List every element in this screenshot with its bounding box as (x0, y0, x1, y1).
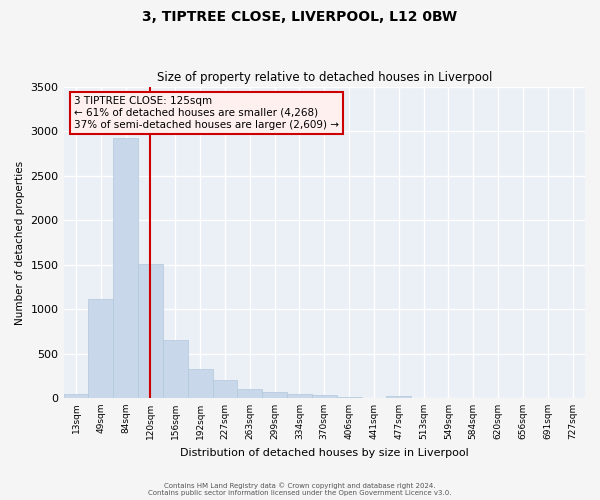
Bar (386, 396, 411, 398)
Bar (64, 394, 88, 398)
Y-axis label: Number of detached properties: Number of detached properties (15, 160, 25, 324)
Bar (287, 394, 312, 398)
Bar (88, 300, 113, 398)
Text: 3 TIPTREE CLOSE: 125sqm
← 61% of detached houses are smaller (4,268)
37% of semi: 3 TIPTREE CLOSE: 125sqm ← 61% of detache… (74, 96, 339, 130)
Bar (138, 264, 163, 398)
Title: Size of property relative to detached houses in Liverpool: Size of property relative to detached ho… (157, 72, 492, 85)
Bar (312, 396, 337, 398)
Text: 3, TIPTREE CLOSE, LIVERPOOL, L12 0BW: 3, TIPTREE CLOSE, LIVERPOOL, L12 0BW (142, 10, 458, 24)
Bar (262, 392, 287, 398)
Text: Contains HM Land Registry data © Crown copyright and database right 2024.: Contains HM Land Registry data © Crown c… (164, 482, 436, 489)
Bar (212, 380, 238, 398)
X-axis label: Distribution of detached houses by size in Liverpool: Distribution of detached houses by size … (180, 448, 469, 458)
Bar (113, 138, 138, 398)
Text: Contains public sector information licensed under the Open Government Licence v3: Contains public sector information licen… (148, 490, 452, 496)
Bar (188, 368, 212, 398)
Bar (238, 389, 262, 398)
Bar (163, 340, 188, 398)
